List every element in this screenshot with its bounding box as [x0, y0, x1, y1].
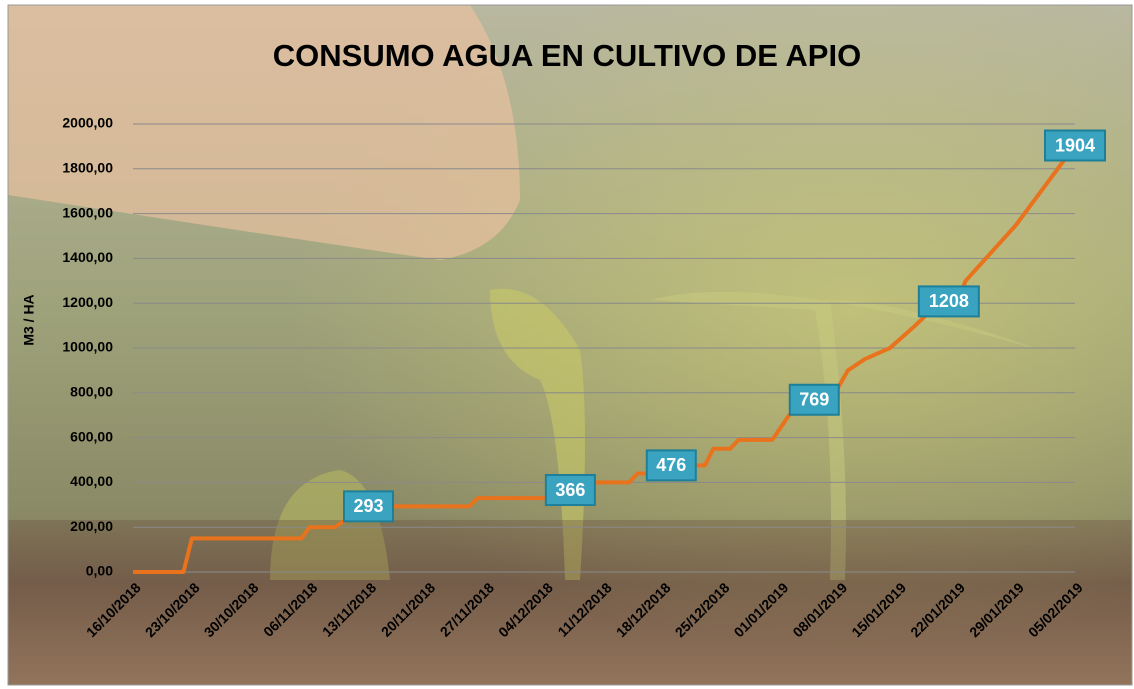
y-tick-label: 800,00	[70, 384, 113, 400]
data-label-box	[917, 285, 980, 318]
y-tick-label: 400,00	[70, 473, 113, 489]
y-tick-label: 200,00	[70, 518, 113, 534]
chart-title: CONSUMO AGUA EN CULTIVO DE APIO	[273, 38, 861, 73]
y-tick-label: 1600,00	[62, 204, 113, 220]
data-label-box	[544, 474, 596, 507]
data-label: 366	[555, 480, 585, 500]
sprout	[490, 288, 585, 580]
y-tick-label: 1800,00	[62, 160, 113, 176]
data-label-box	[788, 383, 840, 416]
data-label-box	[343, 490, 394, 523]
y-tick-label: 1400,00	[62, 249, 113, 265]
y-tick-label: 1000,00	[62, 339, 113, 355]
data-label: 1208	[929, 291, 969, 311]
data-label: 476	[656, 455, 686, 475]
y-tick-label: 600,00	[70, 428, 113, 444]
y-tick-label: 1200,00	[62, 294, 113, 310]
data-label-box	[1044, 129, 1106, 162]
border	[7, 4, 1133, 686]
y-axis-title: M3 / HA	[21, 294, 37, 345]
data-label: 769	[799, 389, 829, 409]
hand	[8, 5, 520, 260]
data-label: 293	[353, 496, 383, 516]
soil	[8, 520, 1132, 685]
y-tick-label: 0,00	[86, 563, 113, 579]
data-label: 1904	[1055, 135, 1095, 155]
sprout	[650, 291, 1040, 580]
y-tick-label: 2000,00	[62, 115, 113, 131]
data-label-box	[645, 449, 697, 482]
